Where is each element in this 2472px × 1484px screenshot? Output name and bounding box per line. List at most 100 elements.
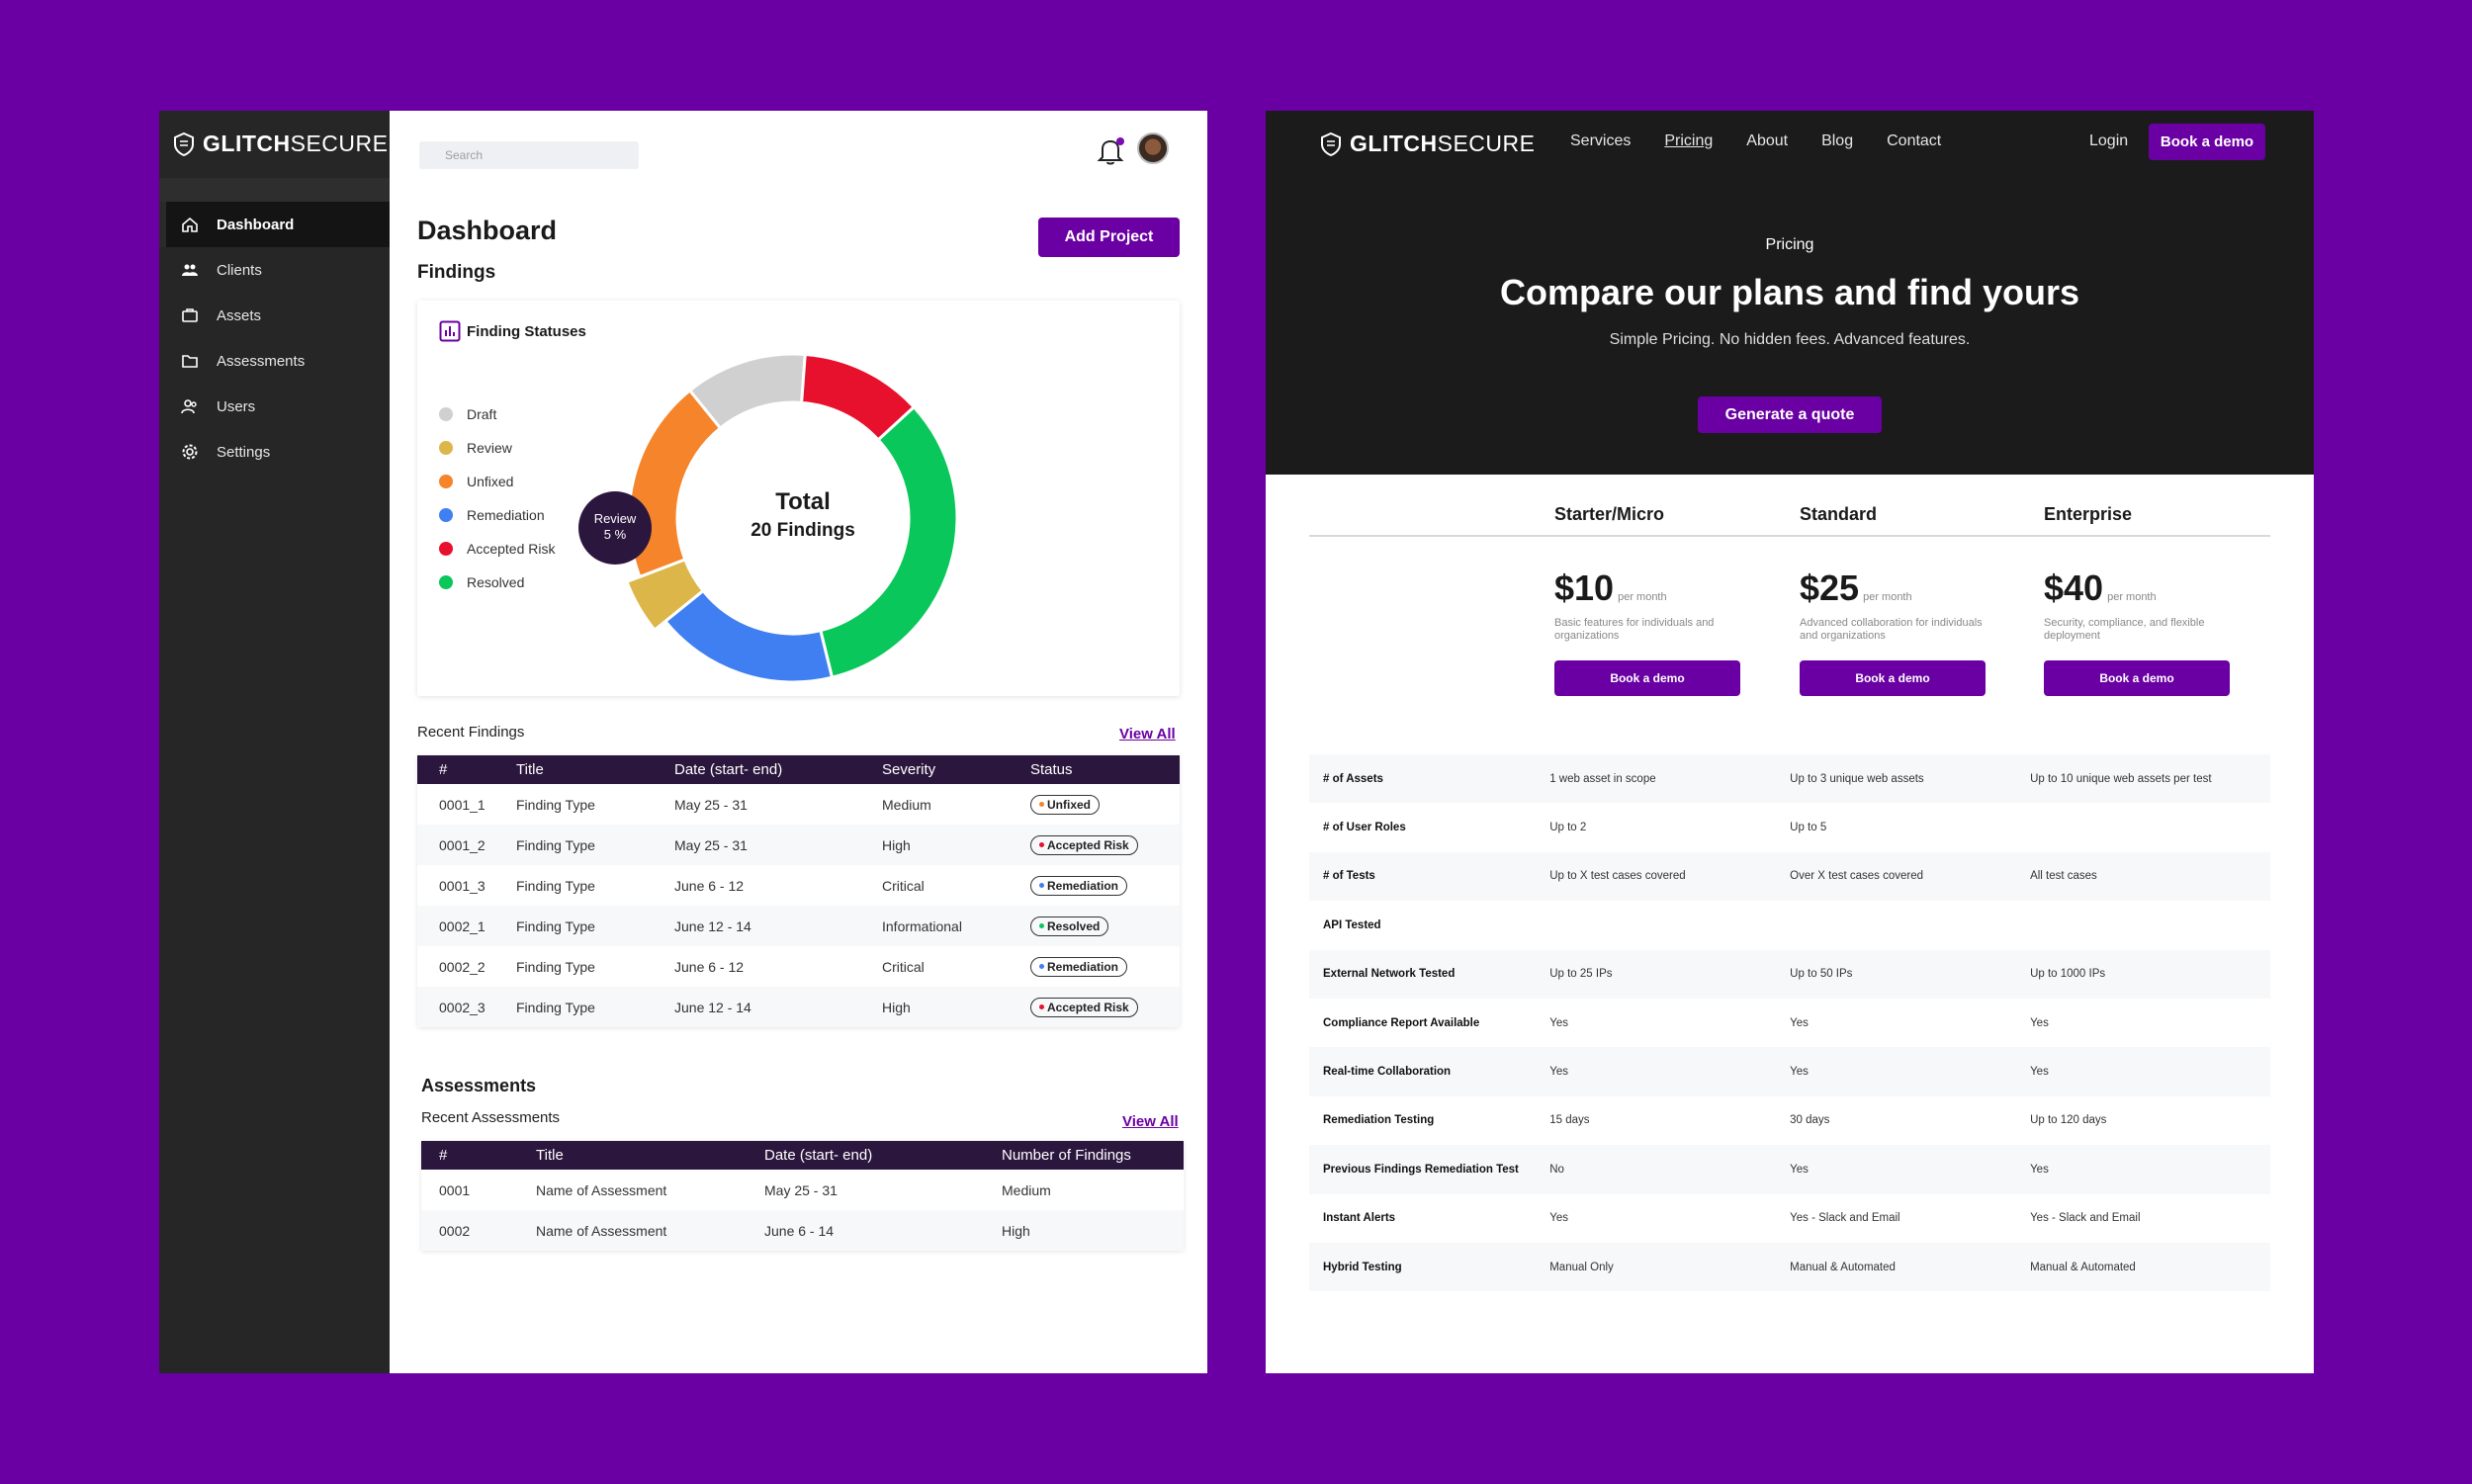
- donut-total-label: Total: [775, 488, 831, 515]
- feature-value: Yes: [1549, 1212, 1568, 1225]
- login-link[interactable]: Login: [2089, 132, 2129, 149]
- sidebar-item-assessments[interactable]: Assessments: [159, 338, 390, 384]
- table-row[interactable]: 0002_2 Finding Type June 6 - 12 Critical Rem…: [417, 946, 1180, 987]
- price-amount: $25: [1800, 567, 1860, 608]
- status-text: Accepted Risk: [1047, 837, 1129, 852]
- table-row[interactable]: 0001_1 Finding Type May 25 - 31 Medium Unfix…: [417, 784, 1180, 825]
- feature-value: No: [1549, 1163, 1564, 1176]
- notification-dot: [1116, 137, 1124, 145]
- finding-status-cell: Accepted Risk: [1030, 987, 1180, 1027]
- generate-quote-button[interactable]: Generate a quote: [1698, 396, 1882, 433]
- plan-book-demo-button[interactable]: Book a demo: [2044, 660, 2230, 696]
- donut-slice-remediation[interactable]: [662, 588, 835, 684]
- legend-item[interactable]: Accepted Risk: [439, 532, 555, 566]
- feature-comparison-table: # of Assets 1 web asset in scope Up to 3 u…: [1309, 754, 2270, 1292]
- table-row[interactable]: 0002 Name of Assessment June 6 - 14 High: [421, 1210, 1184, 1251]
- table-row[interactable]: 0001_3 Finding Type June 6 - 12 Critical Rem…: [417, 865, 1180, 906]
- finding-severity: Critical: [882, 877, 925, 894]
- table-row[interactable]: 0002_3 Finding Type June 12 - 14 High Accept…: [417, 987, 1180, 1027]
- book-demo-button[interactable]: Book a demo: [2149, 124, 2265, 160]
- donut-slice-resolved[interactable]: [819, 404, 959, 680]
- finding-title: Finding Type: [516, 958, 595, 975]
- feature-value: Up to 50 IPs: [1790, 968, 1853, 981]
- status-badge[interactable]: Accepted Risk: [1030, 834, 1138, 855]
- feature-row: # of Assets 1 web asset in scope Up to 3 u…: [1309, 754, 2270, 804]
- pricing-lead: Simple Pricing. No hidden fees. Advanced…: [1609, 331, 1971, 348]
- plan-book-demo-button[interactable]: Book a demo: [1554, 660, 1740, 696]
- finding-severity: Medium: [882, 796, 931, 813]
- notifications-button[interactable]: [1096, 135, 1125, 167]
- finding-status-cell: Accepted Risk: [1030, 825, 1180, 865]
- findings-column-header[interactable]: Date (start- end): [674, 761, 783, 778]
- legend-item[interactable]: Review: [439, 431, 555, 465]
- logo[interactable]: GLITCHSECURE: [173, 131, 388, 157]
- assessments-column-header[interactable]: Date (start- end): [764, 1147, 873, 1164]
- status-badge[interactable]: Resolved: [1030, 916, 1109, 936]
- assessments-column-header[interactable]: Title: [536, 1147, 564, 1164]
- nav-link-blog[interactable]: Blog: [1821, 132, 1854, 149]
- feature-value: 1 web asset in scope: [1549, 772, 1656, 785]
- legend-item[interactable]: Remediation: [439, 498, 555, 532]
- finding-id: 0002_1: [439, 917, 486, 934]
- avatar[interactable]: [1137, 132, 1169, 164]
- legend-item[interactable]: Resolved: [439, 566, 555, 599]
- feature-row: Remediation Testing 15 days 30 days Up to 1…: [1309, 1096, 2270, 1145]
- legend-item[interactable]: Draft: [439, 397, 555, 431]
- nav-link-about[interactable]: About: [1746, 132, 1789, 149]
- feature-value: Manual Only: [1549, 1261, 1614, 1273]
- add-project-button[interactable]: Add Project: [1038, 218, 1180, 257]
- nav-link-contact[interactable]: Contact: [1887, 132, 1942, 149]
- findings-column-header[interactable]: Title: [516, 761, 544, 778]
- table-row[interactable]: 0002_1 Finding Type June 12 - 14 Informatio…: [417, 906, 1180, 946]
- feature-row: # of Tests Up to X test cases covered Over…: [1309, 851, 2270, 902]
- sidebar-item-clients[interactable]: Clients: [159, 247, 390, 293]
- view-all-findings-link[interactable]: View All: [1119, 726, 1176, 742]
- feature-value: Manual & Automated: [1790, 1261, 1896, 1273]
- legend-label: Unfixed: [467, 474, 514, 489]
- sidebar-item-label: Dashboard: [217, 216, 295, 233]
- feature-row: Previous Findings Remediation Test No Yes Y…: [1309, 1145, 2270, 1194]
- table-row[interactable]: 0001 Name of Assessment May 25 - 31 Medium: [421, 1170, 1184, 1210]
- legend-swatch: [439, 508, 453, 522]
- table-row[interactable]: 0001_2 Finding Type May 25 - 31 High Accepte…: [417, 825, 1180, 865]
- legend-label: Remediation: [467, 507, 545, 523]
- plan-name: Starter/Micro: [1554, 504, 1665, 524]
- shield-icon: [1321, 131, 1341, 156]
- legend-item[interactable]: Unfixed: [439, 465, 555, 498]
- assessment-findings-count: Medium: [1002, 1181, 1051, 1198]
- findings-column-header[interactable]: Status: [1030, 761, 1073, 778]
- feature-value: All test cases: [2030, 870, 2097, 883]
- feature-value: Yes: [1790, 1066, 1809, 1079]
- sidebar-item-assets[interactable]: Assets: [159, 293, 390, 338]
- sidebar-item-users[interactable]: Users: [159, 384, 390, 429]
- logo[interactable]: GLITCHSECURE: [1320, 131, 1535, 157]
- nav-link-services[interactable]: Services: [1570, 132, 1632, 149]
- status-badge[interactable]: Accepted Risk: [1030, 997, 1138, 1017]
- search-input[interactable]: Search: [419, 141, 639, 169]
- finding-status-cell: Unfixed: [1030, 784, 1180, 825]
- feature-name: Hybrid Testing: [1323, 1261, 1402, 1273]
- findings-column-header[interactable]: Severity: [882, 761, 936, 778]
- assessments-table: # Title Date (start- end) Number of Finding…: [421, 1141, 1184, 1251]
- findings-table: # Title Date (start- end) Severity Status 00…: [417, 755, 1180, 1027]
- assessments-column-header[interactable]: Number of Findings: [1002, 1147, 1131, 1164]
- nav-link-pricing[interactable]: Pricing: [1664, 132, 1714, 149]
- findings-column-header[interactable]: #: [439, 761, 448, 778]
- sidebar-item-dashboard[interactable]: Dashboard: [159, 202, 390, 247]
- sidebar: GLITCHSECURE Dashboard Clients Assets Asses…: [159, 111, 390, 1373]
- view-all-assessments-link[interactable]: View All: [1122, 1113, 1179, 1130]
- plan-book-demo-button[interactable]: Book a demo: [1800, 660, 1986, 696]
- assessment-title: Name of Assessment: [536, 1222, 667, 1239]
- assessments-column-header[interactable]: #: [439, 1147, 448, 1164]
- legend-swatch: [439, 542, 453, 556]
- status-badge[interactable]: Unfixed: [1030, 794, 1101, 815]
- status-badge[interactable]: Remediation: [1030, 956, 1128, 977]
- sidebar-item-label: Clients: [217, 261, 262, 279]
- status-badge[interactable]: Remediation: [1030, 875, 1128, 896]
- assessment-findings-count: High: [1002, 1222, 1030, 1239]
- home-icon: [182, 217, 198, 232]
- feature-value: Yes: [2030, 1016, 2049, 1029]
- sidebar-item-settings[interactable]: Settings: [159, 429, 390, 475]
- status-dot: [1039, 842, 1044, 848]
- tooltip-label: Review: [593, 511, 637, 526]
